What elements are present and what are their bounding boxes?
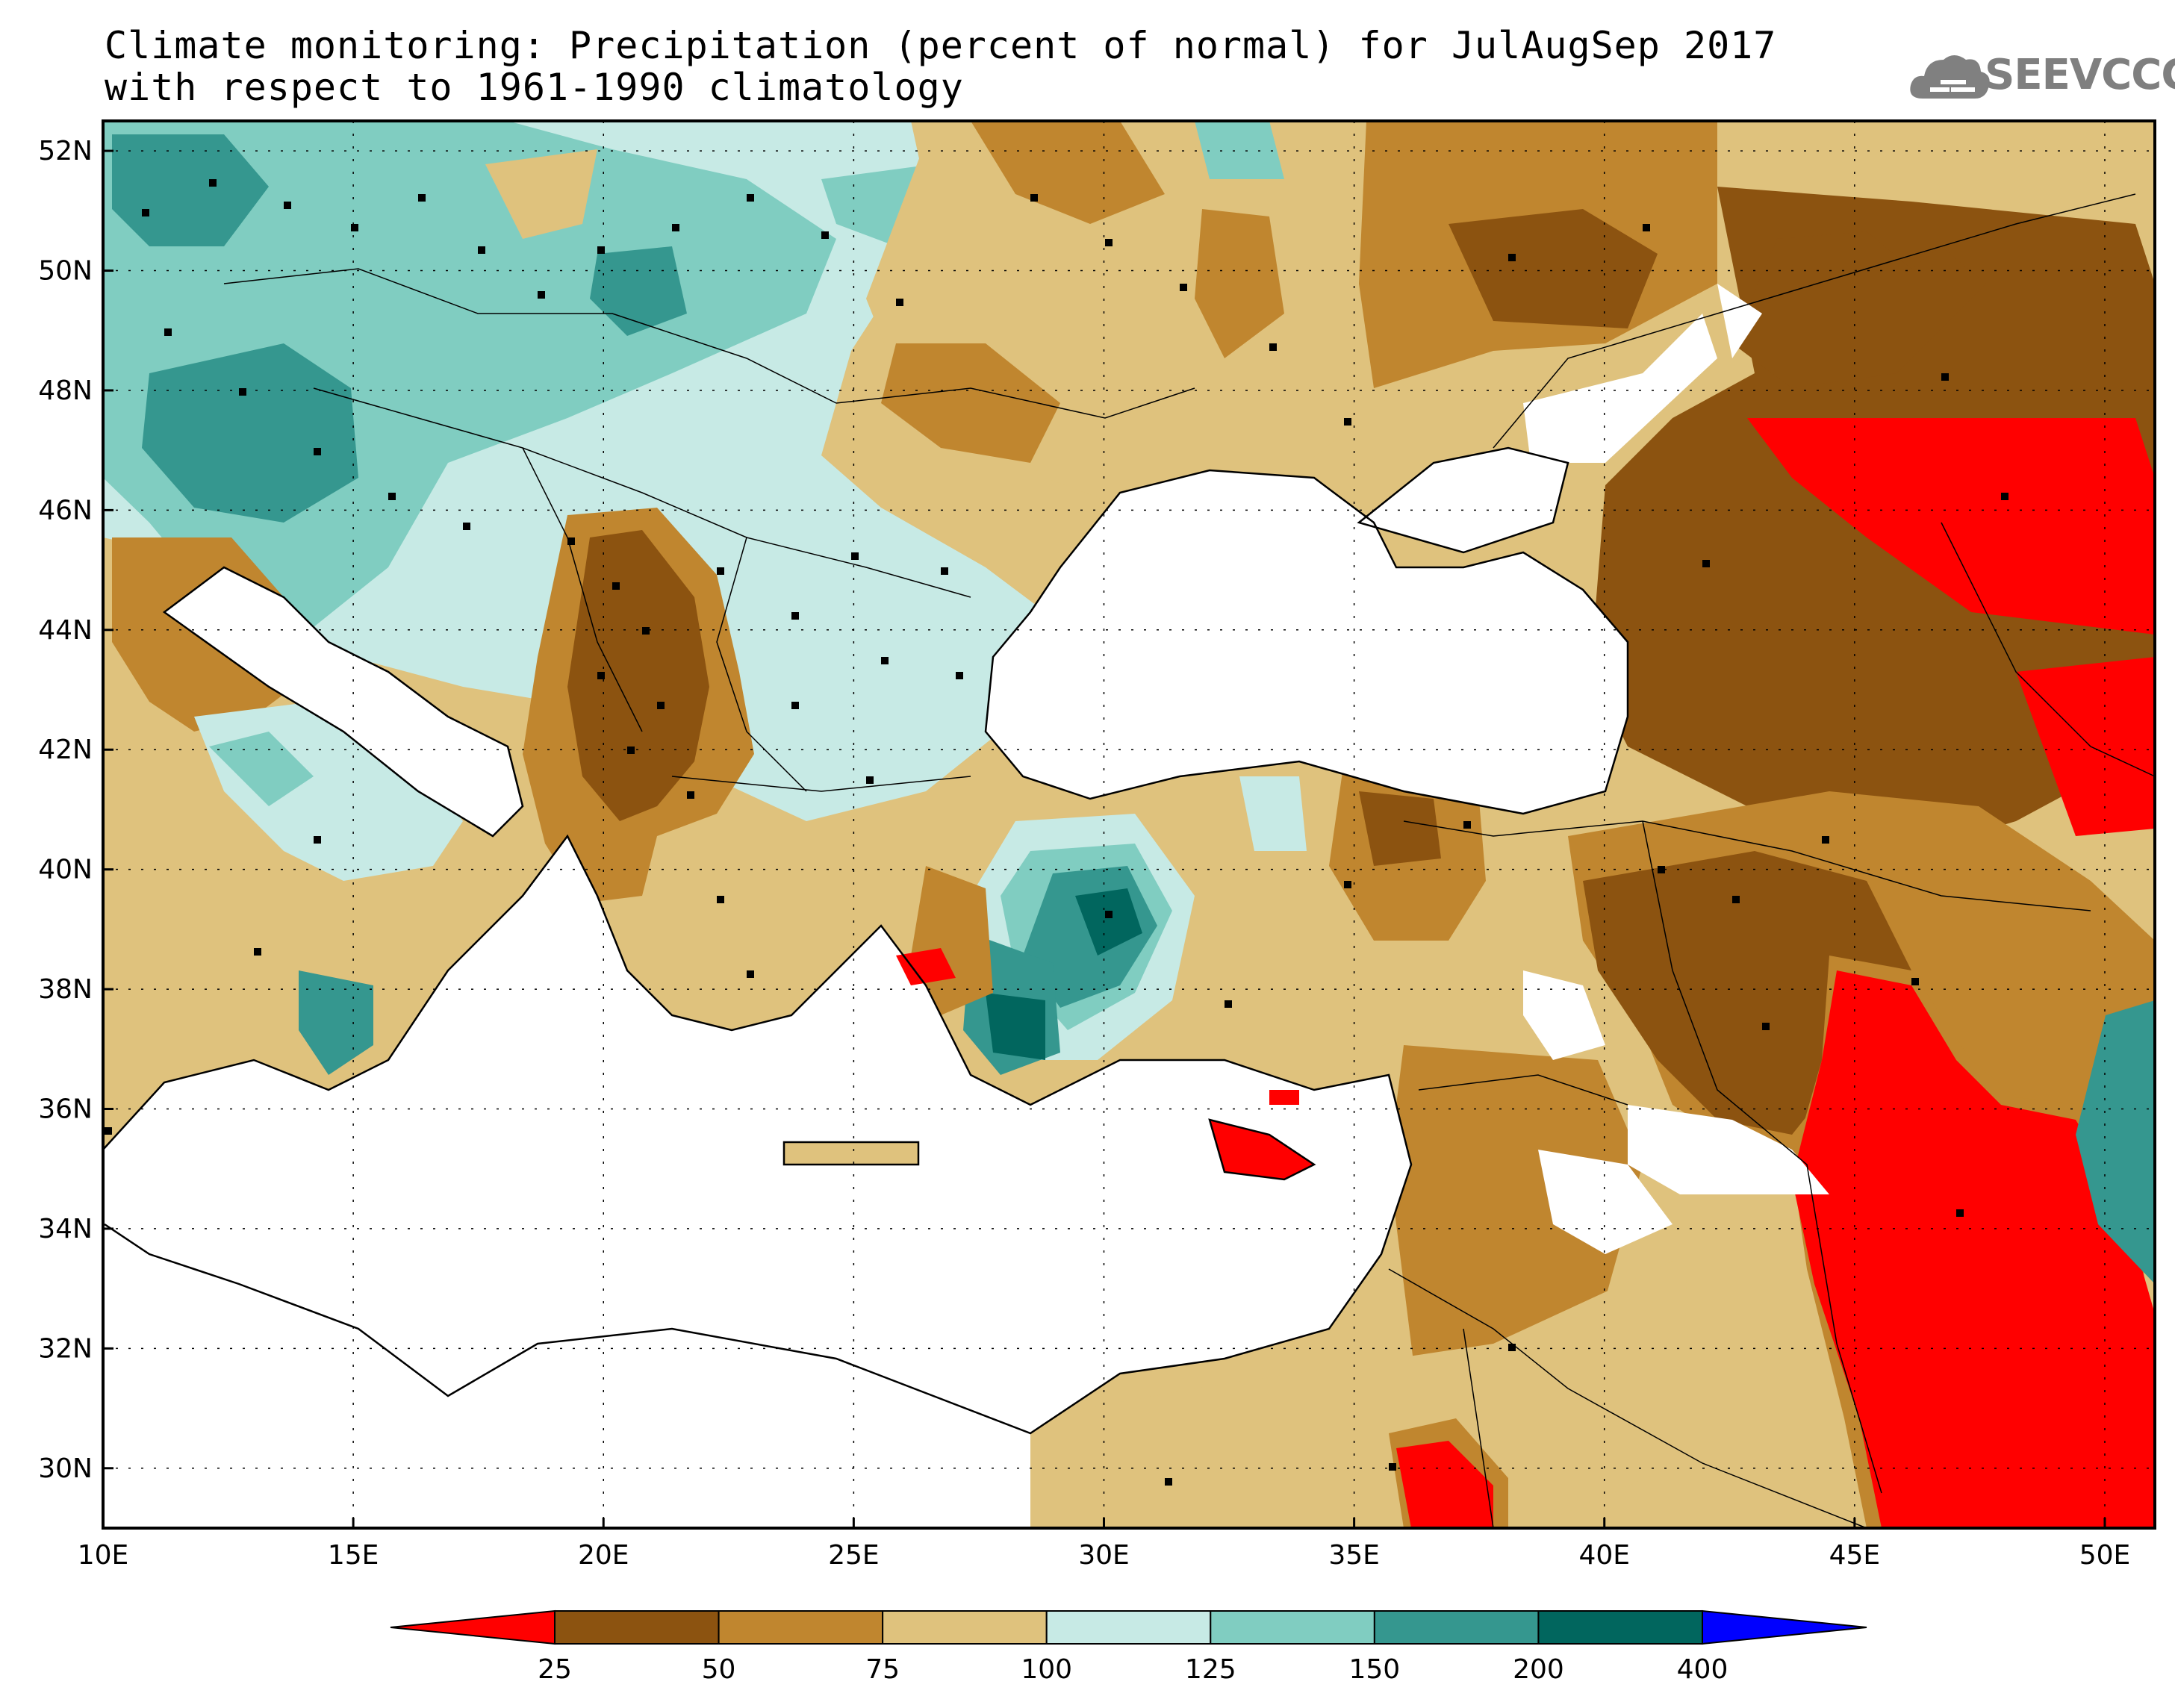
lat-tick-label: 52N [38,136,93,166]
legend-threshold-label: 200 [1513,1654,1564,1685]
lat-tick-label: 36N [38,1094,93,1125]
lon-tick-label: 30E [1078,1540,1130,1571]
lon-tick-label: 35E [1328,1540,1380,1571]
lon-tick-label: 45E [1829,1540,1881,1571]
legend-color-box [882,1610,1048,1645]
lat-tick-label: 42N [38,735,93,765]
legend-threshold-label: 150 [1348,1654,1400,1685]
country-borders [223,193,2156,1529]
lat-tick-label: 50N [38,256,93,287]
lon-tick-label: 20E [578,1540,629,1571]
legend-threshold-label: 75 [865,1654,900,1685]
lat-tick-label: 40N [38,855,93,885]
lon-tick-label: 15E [328,1540,379,1571]
lon-tick-label: 40E [1578,1540,1630,1571]
coastlines [102,446,1629,1435]
legend-threshold-label: 100 [1021,1654,1072,1685]
lon-tick-label: 50E [2079,1540,2131,1571]
latitude-axis: 30N 32N 34N 36N 38N 40N 42N 44N 46N 48N 50N 52N [38,136,113,1484]
lon-tick-label: 10E [78,1540,129,1571]
lat-tick-label: 44N [38,615,93,646]
lat-tick-label: 34N [38,1214,93,1244]
logo-text: SEEVCCC [1985,51,2175,99]
lat-tick-label: 30N [38,1453,93,1484]
legend-over-arrow [1702,1609,1867,1645]
legend-color-box [554,1610,720,1645]
map-subtitle: with respect to 1961-1990 climatology [105,66,964,109]
map-frame [102,119,2156,1530]
legend-color-box [1210,1610,1375,1645]
legend-color-box [1373,1610,1540,1645]
legend-color-box [718,1610,884,1645]
legend-threshold-label: 400 [1677,1654,1729,1685]
map-title: Climate monitoring: Precipitation (perce… [105,24,1777,67]
station-markers [105,179,2008,1486]
legend-threshold-label: 25 [538,1654,572,1685]
lat-tick-label: 38N [38,974,93,1005]
sea-areas [103,448,1628,1528]
longitude-axis: 10E 15E 20E 25E 30E 35E 40E 45E 50E [78,1518,2131,1571]
legend-under-arrow [390,1609,556,1645]
precipitation-field [103,121,2155,1528]
legend-color-box [1045,1610,1212,1645]
lat-tick-label: 32N [38,1333,93,1364]
cloud-icon [1910,55,1990,99]
legend-threshold-label: 50 [702,1654,736,1685]
lat-tick-label: 48N [38,375,93,406]
legend-threshold-label: 125 [1185,1654,1236,1685]
lat-tick-label: 46N [38,495,93,526]
lon-tick-label: 25E [828,1540,880,1571]
legend-color-box [1537,1610,1703,1645]
